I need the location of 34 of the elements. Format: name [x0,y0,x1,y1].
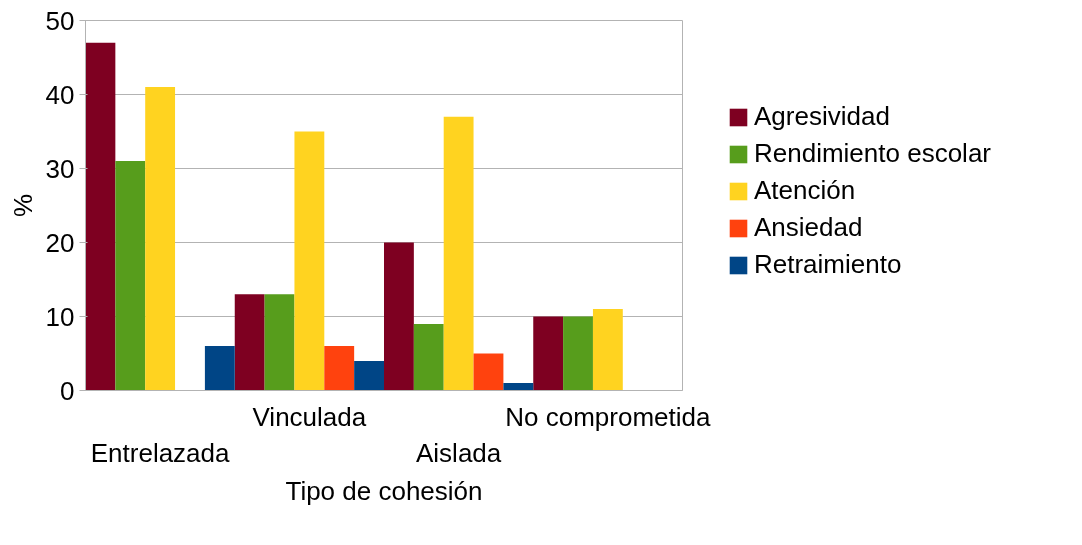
y-tick-label: 10 [45,301,75,332]
bar [324,346,355,391]
x-axis-title: Tipo de cohesión [285,475,483,506]
y-axis-title: % [7,193,38,218]
y-tick-label: 40 [45,79,75,110]
bar [264,294,295,391]
legend-label: Retraimiento [754,249,902,280]
legend-label: Atención [754,175,856,206]
bar [563,316,593,391]
x-tick-label: Aislada [415,437,502,468]
x-tick-label: Entrelazada [90,437,231,468]
y-tick-label: 30 [45,153,75,184]
bar [473,353,504,391]
y-tick-label: 50 [45,5,75,36]
bar [354,360,384,391]
bar [413,323,444,391]
legend-label: Agresividad [754,101,890,132]
bar [533,316,564,391]
bar [503,383,534,391]
y-tick-label: 20 [45,227,75,258]
bar [592,309,623,391]
bar [443,116,474,391]
legend-label: Rendimiento escolar [754,138,992,169]
bar [234,294,265,391]
x-tick-label: No comprometida [505,401,712,432]
bar [115,161,146,391]
x-tick-label: Vinculada [252,401,367,432]
bar [294,131,325,391]
bar [85,42,116,391]
bar [204,346,235,391]
y-tick-label: 0 [60,375,75,406]
legend-label: Ansiedad [754,212,863,243]
bar [384,242,414,391]
bar [145,87,176,391]
